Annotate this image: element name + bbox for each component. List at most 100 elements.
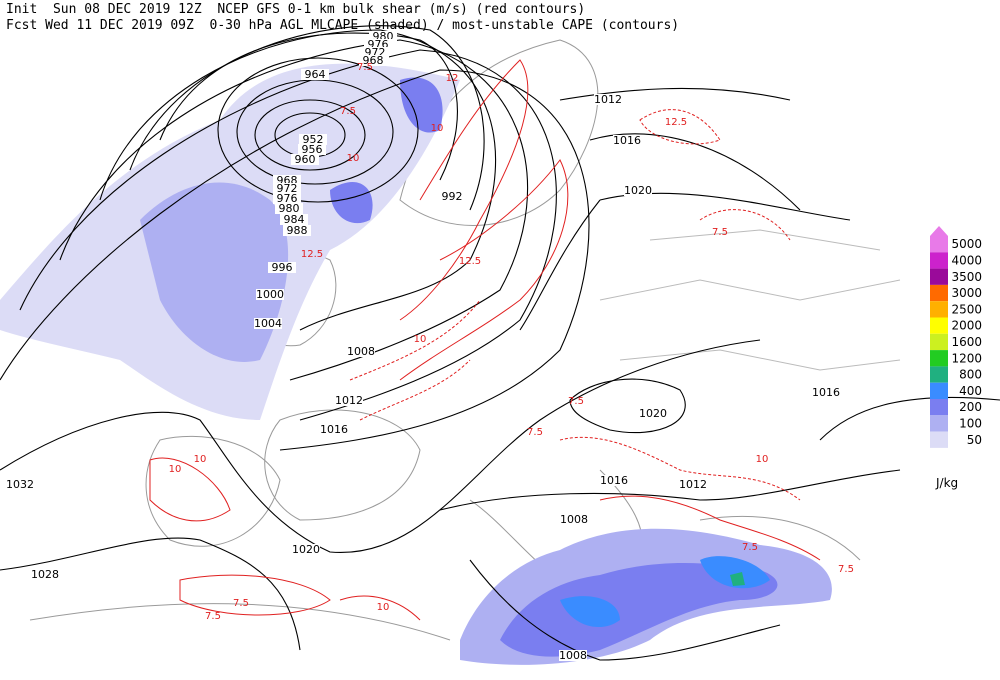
coast xyxy=(145,435,281,547)
shear-contour xyxy=(339,495,821,621)
shear-label: 10 xyxy=(347,153,360,164)
isobar-label: 1016 xyxy=(320,423,348,436)
shear-label: 7.5 xyxy=(340,106,356,117)
legend-label: 200 xyxy=(959,400,982,414)
isobar xyxy=(99,29,497,331)
isobar xyxy=(0,537,301,651)
isobar-label: 1012 xyxy=(594,93,622,106)
isobar-label: 1000 xyxy=(256,288,284,301)
isobar-label: 1012 xyxy=(335,394,363,407)
label-backdrop xyxy=(812,387,840,398)
shear-label: 10 xyxy=(169,464,182,475)
label-backdrop xyxy=(369,31,397,42)
label-backdrop xyxy=(273,183,301,194)
legend-label: 2000 xyxy=(951,319,982,333)
shear-label: 7.5 xyxy=(205,611,221,622)
label-backdrop xyxy=(301,69,329,80)
label-backdrop xyxy=(613,135,641,146)
label-backdrop xyxy=(594,94,622,105)
isobar-label: 976 xyxy=(277,192,298,205)
cape-area xyxy=(330,77,443,224)
legend-swatch xyxy=(930,317,948,334)
isobar-label: 1020 xyxy=(292,543,320,556)
legend-swatch xyxy=(930,366,948,383)
isobar-label: 1028 xyxy=(31,568,59,581)
legend-label: 3500 xyxy=(951,270,982,284)
label-backdrop xyxy=(291,154,319,165)
border xyxy=(599,229,901,371)
isobar-label: 980 xyxy=(279,202,300,215)
isobar-label: 968 xyxy=(363,54,384,67)
isobar-label: 1008 xyxy=(347,345,375,358)
legend-swatch xyxy=(930,350,948,367)
label-backdrop xyxy=(280,214,308,225)
shear-label: 7.5 xyxy=(568,396,584,407)
label-backdrop xyxy=(560,514,588,525)
shear-label: 7.5 xyxy=(527,427,543,438)
label-backdrop xyxy=(600,475,628,486)
label-backdrop xyxy=(679,479,707,490)
cape-shading xyxy=(0,63,832,665)
legend-swatch xyxy=(930,268,948,285)
isobar-label: 972 xyxy=(277,182,298,195)
legend-swatch xyxy=(930,252,948,269)
label-backdrop xyxy=(559,650,587,661)
label-backdrop xyxy=(347,346,375,357)
label-backdrop xyxy=(292,544,320,555)
isobar-label: 984 xyxy=(284,213,305,226)
isobars xyxy=(0,25,1000,661)
isobar-label: 1008 xyxy=(559,649,587,662)
isobar-label: 960 xyxy=(295,153,316,166)
shear-label: 10 xyxy=(377,602,390,613)
isobar-label: 992 xyxy=(442,190,463,203)
label-backdrop xyxy=(298,144,326,155)
shear-label: 7.5 xyxy=(233,598,249,609)
header-line: Init Sun 08 DEC 2019 12Z NCEP GFS 0-1 km… xyxy=(6,2,585,17)
isobar xyxy=(19,49,557,421)
isobar xyxy=(159,32,458,181)
coastlines xyxy=(29,39,901,641)
legend-swatch xyxy=(930,284,948,302)
isobar-label: 996 xyxy=(272,261,293,274)
isobar-label: 1020 xyxy=(624,184,652,197)
legend-label: 4000 xyxy=(951,253,982,267)
legend-label: 3000 xyxy=(951,286,982,300)
isobar xyxy=(0,339,761,553)
legend-label: 800 xyxy=(959,368,982,382)
isobar-label: 1012 xyxy=(679,478,707,491)
label-backdrop xyxy=(299,134,327,145)
legend-label: 1600 xyxy=(951,335,982,349)
shear-label: 7.5 xyxy=(838,564,854,575)
isobar-label: 1016 xyxy=(613,134,641,147)
shear-label: 7.5 xyxy=(712,227,728,238)
cape-area xyxy=(730,572,745,586)
isobar-label: 964 xyxy=(305,68,326,81)
shear-label: 12.5 xyxy=(665,117,687,128)
coast xyxy=(29,603,451,641)
legend-swatch xyxy=(930,333,948,351)
legend-label: 100 xyxy=(959,416,982,430)
label-backdrop xyxy=(273,175,301,186)
legend-swatch xyxy=(930,431,948,448)
shear-label: 12.5 xyxy=(459,256,481,267)
isobar-label: 956 xyxy=(302,143,323,156)
header-line: Fcst Wed 11 DEC 2019 09Z 0-30 hPa AGL ML… xyxy=(6,18,679,33)
cape-area xyxy=(140,182,289,362)
label-backdrop xyxy=(624,185,652,196)
label-backdrop xyxy=(6,479,34,490)
legend-swatch xyxy=(930,399,948,416)
isobar-label: 1016 xyxy=(812,386,840,399)
isobar xyxy=(519,87,851,331)
legend-label: 1200 xyxy=(951,351,982,365)
label-backdrop xyxy=(268,262,296,273)
shear-label: 10 xyxy=(756,454,769,465)
shear-label: 10 xyxy=(414,334,427,345)
label-backdrop xyxy=(273,193,301,204)
isobar-label: 1004 xyxy=(254,317,282,330)
shear-label: 10 xyxy=(194,454,207,465)
legend-arrow xyxy=(930,226,948,236)
shear-contours xyxy=(149,59,821,621)
shear-label: 12.5 xyxy=(301,249,323,260)
shear-contour xyxy=(559,109,801,501)
